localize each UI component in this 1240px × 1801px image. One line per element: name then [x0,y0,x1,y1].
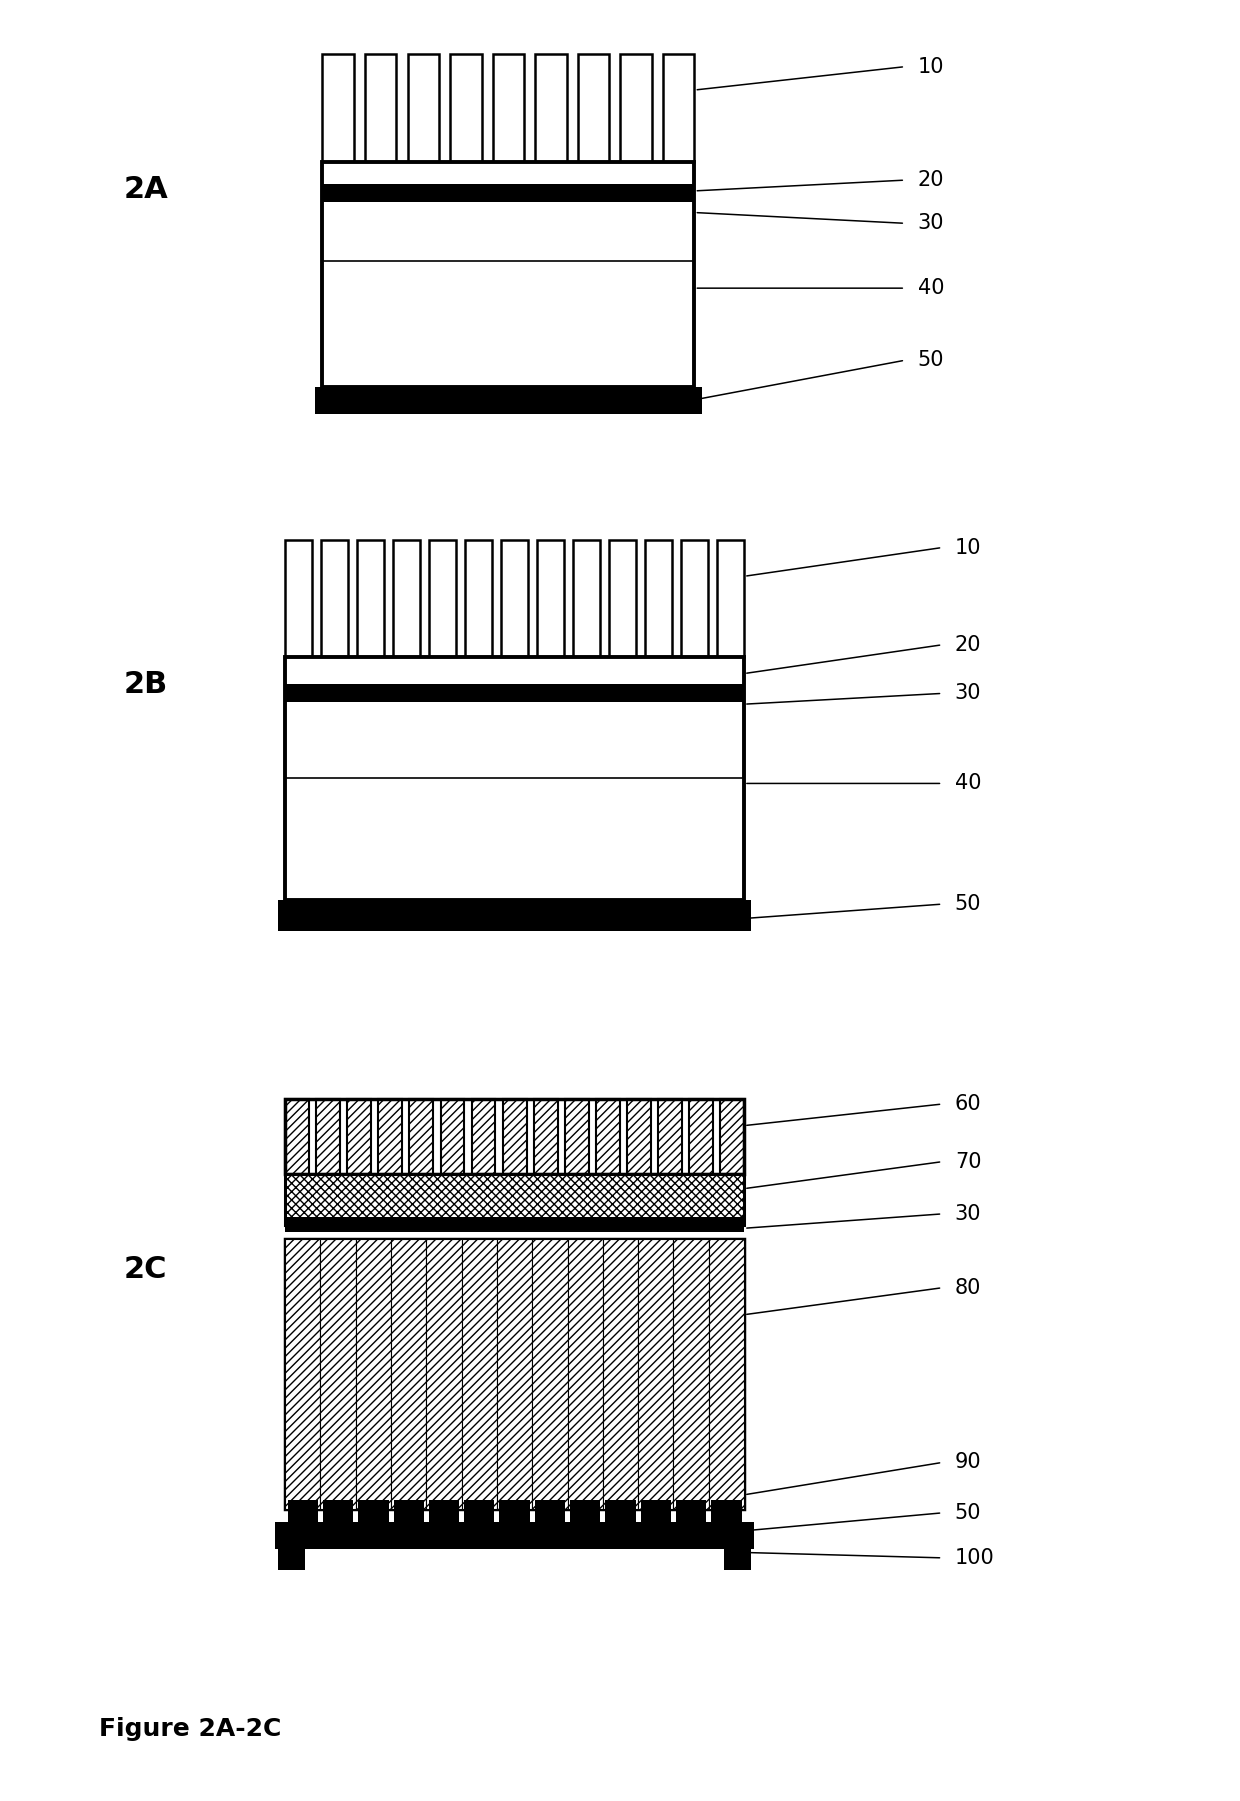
Text: 90: 90 [955,1452,981,1473]
Bar [627,1099,651,1174]
Bar [568,1239,603,1509]
Bar [285,1239,744,1509]
Bar [658,1099,682,1174]
Bar [645,540,672,657]
Bar [471,1099,496,1174]
Text: 60: 60 [955,1093,981,1115]
Bar [620,54,652,162]
Bar [596,1099,620,1174]
Bar [465,540,492,657]
Bar [378,1099,402,1174]
Bar [358,1500,388,1533]
Bar [391,1239,427,1509]
Bar [536,54,567,162]
Bar [285,1099,309,1174]
Bar [663,54,694,162]
Bar [709,1239,744,1509]
Text: 40: 40 [918,277,944,299]
Bar [570,1500,600,1533]
Bar [724,1549,751,1570]
Bar [393,1500,424,1533]
Bar [320,1239,356,1509]
Text: 30: 30 [955,1203,981,1225]
Bar [641,1500,671,1533]
Bar [500,1500,529,1533]
Bar [285,1217,744,1232]
Bar [712,1500,742,1533]
Bar [450,54,481,162]
Bar [409,1099,433,1174]
Bar [356,1239,391,1509]
Text: 100: 100 [955,1547,994,1569]
Bar [285,684,744,702]
Bar [275,1522,754,1549]
Bar [461,1239,497,1509]
Text: 20: 20 [918,169,944,191]
Bar [285,1239,320,1509]
Bar [681,540,708,657]
Bar [315,387,702,414]
Bar [497,1239,532,1509]
Bar [578,54,609,162]
Bar [427,1239,461,1509]
Bar [278,1549,305,1570]
Bar [285,540,312,657]
Text: 10: 10 [918,56,944,77]
Bar [321,540,348,657]
Text: 30: 30 [955,683,981,704]
Bar [501,540,528,657]
Text: 30: 30 [918,213,944,234]
Bar [573,540,600,657]
Bar [429,1500,459,1533]
Bar [537,540,564,657]
Bar [322,162,694,387]
Bar [720,1099,744,1174]
Bar [689,1099,713,1174]
Bar [365,54,397,162]
Bar [533,1099,558,1174]
Text: 2C: 2C [124,1255,167,1284]
Bar [357,540,384,657]
Text: 50: 50 [918,349,944,371]
Bar [278,900,751,931]
Bar [285,657,744,900]
Bar [676,1500,707,1533]
Bar [502,1099,527,1174]
Bar [285,1099,744,1174]
Bar [603,1239,639,1509]
Bar [609,540,636,657]
Text: 10: 10 [955,537,981,558]
Bar [347,1099,371,1174]
Bar [532,1239,568,1509]
Text: Figure 2A-2C: Figure 2A-2C [99,1716,281,1742]
Bar [464,1500,495,1533]
Bar [322,54,353,162]
Text: 50: 50 [955,893,981,915]
Text: 70: 70 [955,1151,981,1172]
Text: 80: 80 [955,1277,981,1299]
Bar [534,1500,565,1533]
Bar [408,54,439,162]
Bar [440,1099,465,1174]
Text: 2A: 2A [124,175,169,204]
Bar [285,1174,744,1225]
Text: 50: 50 [955,1502,981,1524]
Bar [639,1239,673,1509]
Bar [393,540,420,657]
Bar [322,1500,353,1533]
Bar [492,54,525,162]
Bar [605,1500,636,1533]
Text: 2B: 2B [124,670,169,699]
Text: 20: 20 [955,634,981,656]
Bar [316,1099,340,1174]
Bar [429,540,456,657]
Bar [564,1099,589,1174]
Bar [288,1500,317,1533]
Text: 40: 40 [955,773,981,794]
Bar [673,1239,709,1509]
Bar [717,540,744,657]
Bar [322,184,694,202]
